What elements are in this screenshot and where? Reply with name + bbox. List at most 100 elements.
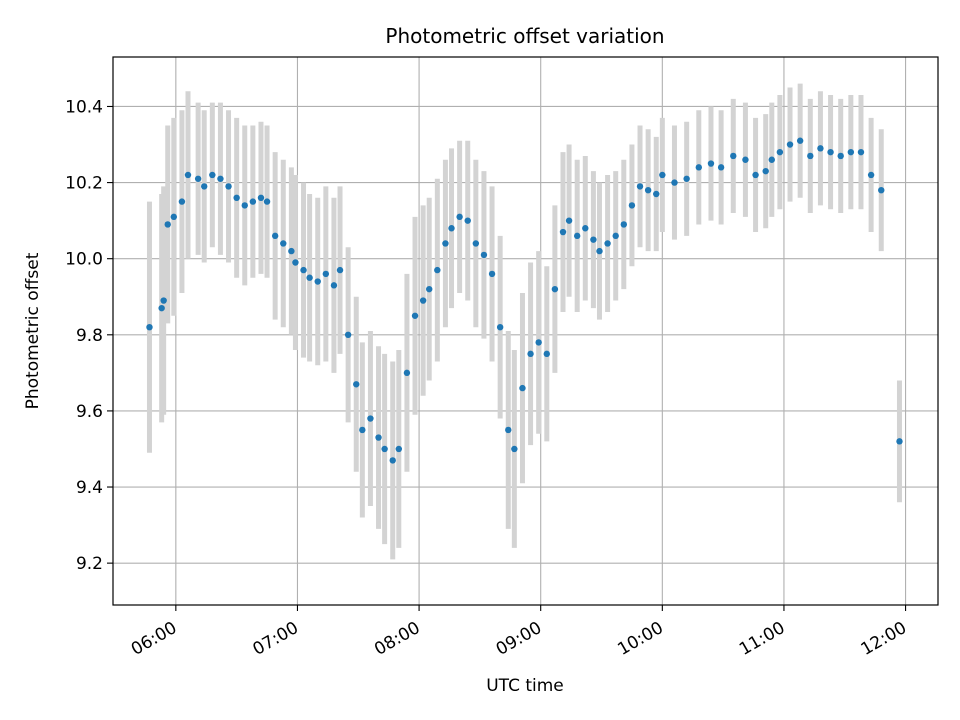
data-point: [878, 186, 885, 194]
data-point: [419, 297, 427, 304]
data-point: [612, 232, 619, 240]
data-point: [336, 266, 344, 274]
data-point: [573, 232, 581, 240]
data-point: [280, 240, 287, 247]
x-tick-label: 11:00: [736, 618, 788, 660]
data-point: [403, 369, 411, 377]
data-point: [488, 270, 496, 278]
data-point: [225, 183, 232, 190]
data-point: [582, 225, 589, 232]
data-point: [559, 228, 567, 236]
data-point: [375, 434, 382, 441]
data-point: [752, 171, 759, 179]
data-point: [653, 190, 660, 198]
data-point: [158, 304, 165, 312]
data-point: [527, 350, 534, 358]
data-point: [604, 240, 611, 247]
data-point: [263, 198, 271, 205]
data-point: [590, 236, 597, 243]
data-point: [636, 183, 644, 190]
data-point: [442, 240, 449, 247]
data-point: [837, 152, 844, 160]
data-point: [322, 270, 330, 278]
data-point: [707, 160, 715, 167]
data-point: [233, 194, 240, 202]
data-point: [164, 221, 171, 228]
data-point: [519, 384, 526, 392]
data-point: [496, 323, 504, 331]
chart-title: Photometric offset variation: [385, 24, 664, 48]
data-point: [448, 225, 455, 232]
data-point: [786, 141, 794, 148]
data-point: [300, 266, 307, 274]
data-point: [796, 137, 804, 144]
data-point: [620, 221, 628, 228]
data-point: [817, 145, 824, 152]
data-point: [426, 285, 433, 293]
data-point: [464, 217, 471, 224]
data-point: [344, 331, 352, 339]
data-point: [776, 148, 784, 156]
data-point: [330, 282, 338, 289]
data-point: [695, 164, 703, 171]
data-point: [288, 247, 295, 255]
data-point: [184, 171, 192, 179]
data-point: [381, 445, 388, 453]
y-tick-label: 10.2: [65, 174, 103, 194]
x-tick-label: 07:00: [250, 618, 302, 660]
data-point: [768, 156, 775, 163]
data-point: [742, 156, 749, 163]
data-point: [827, 148, 834, 156]
data-point: [178, 198, 186, 205]
data-point: [659, 171, 666, 179]
y-tick-label: 10.4: [65, 97, 103, 117]
data-point: [847, 148, 855, 156]
data-point: [671, 179, 678, 186]
data-point: [359, 426, 366, 434]
y-tick-label: 9.4: [76, 478, 103, 498]
data-point: [480, 251, 488, 259]
data-point: [249, 198, 257, 205]
data-point: [565, 217, 573, 224]
y-tick-label: 9.2: [76, 554, 103, 574]
data-point: [314, 278, 321, 285]
data-point: [209, 171, 216, 179]
data-point: [201, 183, 208, 190]
data-point: [411, 312, 419, 319]
data-point: [257, 194, 265, 202]
x-tick-label: 08:00: [371, 618, 423, 660]
data-point: [395, 445, 403, 453]
data-point: [511, 445, 518, 453]
data-point: [160, 297, 167, 304]
y-axis-title: Photometric offset: [23, 252, 43, 409]
y-tick-label: 9.6: [76, 402, 103, 422]
x-tick-label: 09:00: [493, 618, 545, 660]
data-point: [543, 350, 550, 358]
x-tick-label: 12:00: [858, 618, 910, 660]
grid: [113, 57, 938, 605]
data-point: [194, 175, 202, 182]
data-point: [241, 202, 248, 209]
data-point: [644, 186, 652, 194]
data-point: [596, 247, 603, 255]
data-point: [456, 213, 463, 221]
data-point: [271, 232, 279, 240]
data-point: [353, 381, 360, 388]
data-point: [292, 259, 299, 266]
x-tick-label: 06:00: [128, 618, 180, 660]
data-point: [306, 274, 313, 281]
data-point: [867, 171, 875, 179]
y-tick-label: 9.8: [76, 326, 103, 346]
y-tick-label: 10.0: [65, 250, 103, 270]
data-point: [170, 213, 178, 221]
data-point: [367, 415, 374, 422]
data-point: [472, 240, 480, 247]
data-point: [896, 438, 903, 445]
data-point: [807, 152, 814, 160]
plot-frame: [112, 56, 939, 606]
data-point: [434, 266, 441, 274]
data-point: [857, 148, 865, 156]
data-point: [717, 164, 725, 171]
x-axis-title: UTC time: [486, 676, 564, 696]
